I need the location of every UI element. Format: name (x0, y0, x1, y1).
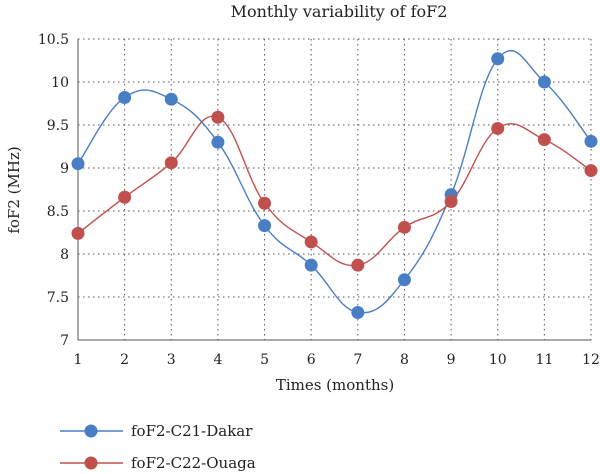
y-axis-label: foF2 (MHz) (5, 146, 23, 233)
x-tick-label: 8 (400, 352, 409, 368)
series-1 (71, 50, 598, 319)
x-tick-label: 3 (167, 352, 176, 368)
data-point (71, 157, 85, 171)
legend-label: foF2-C21-Dakar (131, 422, 253, 440)
y-tick-label: 7.5 (47, 290, 69, 306)
legend: foF2-C21-Dakar foF2-C22-Ouaga (60, 422, 256, 472)
y-tick-label: 10 (51, 75, 69, 91)
data-point (537, 133, 551, 147)
data-point (211, 135, 225, 149)
data-point (258, 196, 272, 210)
data-point (118, 190, 132, 204)
data-point (397, 273, 411, 287)
chart-title: Monthly variability of foF2 (231, 2, 448, 21)
x-tick-label: 10 (489, 352, 507, 368)
data-point (444, 195, 458, 209)
data-point (584, 164, 598, 178)
series-2 (71, 110, 598, 272)
data-point (491, 52, 505, 66)
legend-label: foF2-C22-Ouaga (131, 454, 256, 472)
y-tick-label: 9 (60, 161, 69, 177)
x-tick-label: 12 (582, 352, 600, 368)
x-tick-label: 2 (120, 352, 129, 368)
x-axis-label: Times (months) (276, 376, 394, 394)
y-tick-label: 7 (60, 333, 69, 349)
y-tick-labels: 7 7.5 8 8.5 9 9.5 10 10.5 (38, 32, 69, 349)
y-tick-label: 9.5 (47, 118, 69, 134)
x-tick-label: 5 (260, 352, 269, 368)
data-point (351, 258, 365, 272)
x-tick-label: 9 (447, 352, 456, 368)
data-point (304, 258, 318, 272)
data-point (351, 305, 365, 319)
series-layer (71, 50, 598, 319)
y-tick-label: 10.5 (38, 32, 69, 48)
data-point (71, 226, 85, 240)
legend-marker (84, 424, 98, 438)
legend-marker (84, 456, 98, 470)
data-point (164, 156, 178, 170)
plot-frame (77, 38, 592, 341)
x-tick-label: 11 (535, 352, 553, 368)
series-line (77, 50, 592, 314)
data-point (537, 75, 551, 89)
y-tick-label: 8 (60, 247, 69, 263)
x-tick-label: 6 (307, 352, 316, 368)
data-point (584, 134, 598, 148)
data-point (118, 90, 132, 104)
data-point (491, 121, 505, 135)
x-tick-label: 1 (74, 352, 83, 368)
y-tick-label: 8.5 (47, 204, 69, 220)
grid (78, 39, 591, 340)
x-tick-label: 4 (213, 352, 222, 368)
data-point (164, 92, 178, 106)
data-point (258, 219, 272, 233)
x-tick-labels: 1 2 3 4 5 6 7 8 9 10 11 12 (74, 352, 600, 368)
series-line (77, 115, 592, 267)
data-point (304, 235, 318, 249)
data-point (397, 220, 411, 234)
x-tick-label: 7 (353, 352, 362, 368)
data-point (211, 110, 225, 124)
